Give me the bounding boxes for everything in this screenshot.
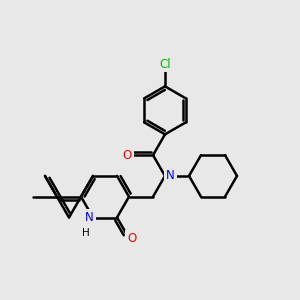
Text: H: H	[82, 228, 90, 238]
Text: N: N	[85, 211, 94, 224]
Text: O: O	[127, 232, 136, 245]
Text: O: O	[123, 148, 132, 162]
Text: Cl: Cl	[159, 58, 171, 71]
Text: N: N	[166, 169, 175, 182]
